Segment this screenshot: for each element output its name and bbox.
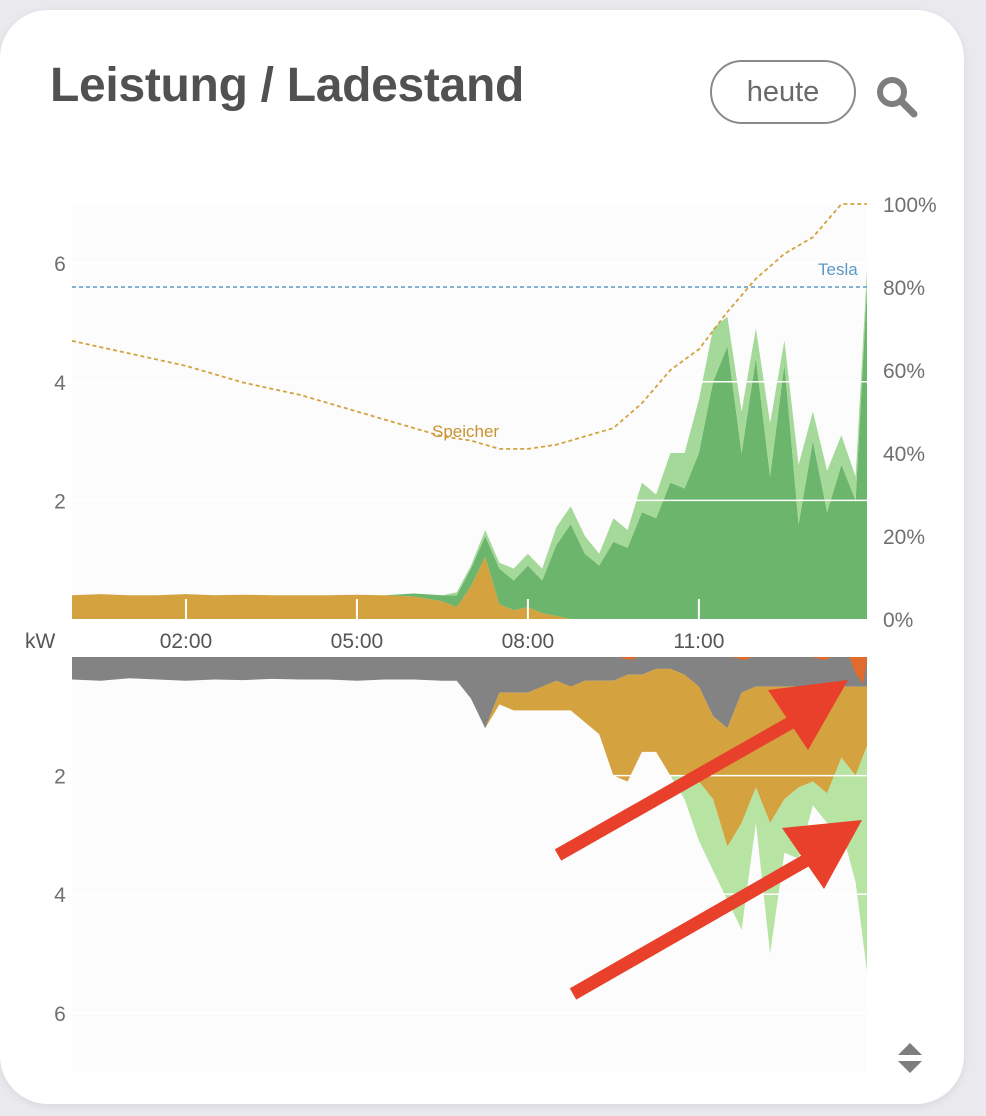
percent-tick: 20% [883,526,925,549]
bottom-y-tick: 4 [54,884,66,907]
tesla-line-label: Tesla [818,260,858,279]
percent-tick: 80% [883,277,925,300]
percent-tick: 100% [883,194,937,217]
top-pv-area [72,286,867,619]
bottom-storage-area [72,668,867,847]
feed-in-mark [732,657,751,660]
feed-in-mark [849,657,868,684]
top-battery-area [72,556,867,619]
top-y-tick: 2 [54,490,66,513]
search-icon[interactable] [874,74,918,118]
sort-updown-icon[interactable] [896,1040,924,1076]
arrow-lower [569,820,862,1000]
card-title: Leistung / Ladestand [50,59,525,112]
percent-tick: 0% [883,609,913,632]
bottom-y-tick: 2 [54,766,66,789]
x-tick-label: 08:00 [502,630,555,653]
feed-in-mark [812,657,831,660]
x-tick-label: 11:00 [673,630,724,653]
top-y-tick: 6 [54,253,66,276]
x-tick-label: 05:00 [331,630,384,653]
feed-in-mark [618,657,637,660]
arrow-upper [554,680,848,861]
speicher-soc-line [71,203,867,450]
unit-label: kW [25,630,56,653]
x-tick-label: 02:00 [160,630,213,653]
percent-tick: 40% [883,443,925,466]
bottom-tesla-area [72,678,867,972]
period-button[interactable]: heute [710,60,856,124]
speicher-line-label: Speicher [432,422,499,441]
percent-tick: 60% [883,360,925,383]
bottom-y-tick: 6 [54,1003,66,1026]
bottom-grid-area [72,657,867,729]
top-y-tick: 4 [54,372,66,395]
